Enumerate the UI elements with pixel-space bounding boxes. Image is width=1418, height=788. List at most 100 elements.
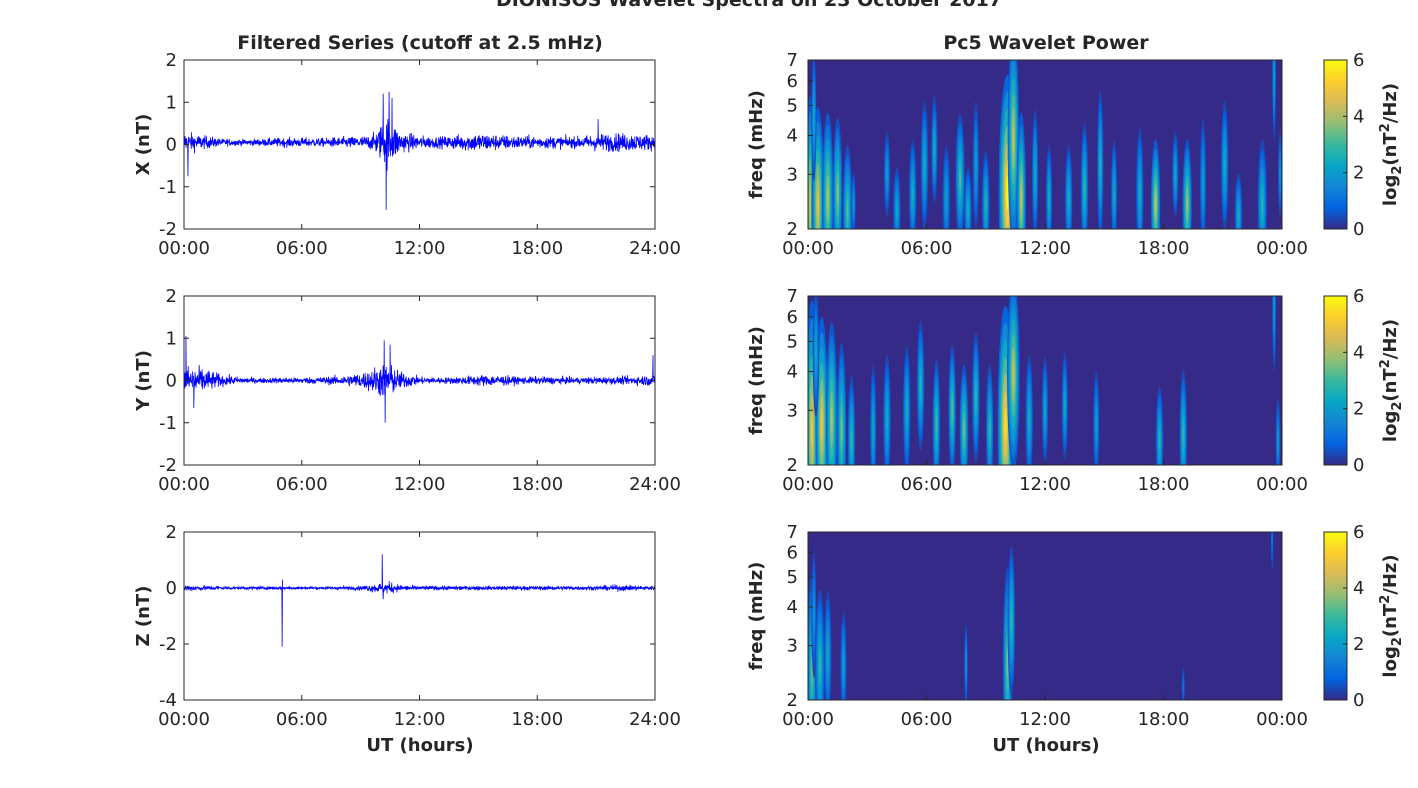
ytick-label: 2 <box>166 522 177 543</box>
xtick-label: 06:00 <box>276 474 328 495</box>
power-blob <box>1020 186 1022 212</box>
power-blob <box>886 168 888 181</box>
power-blob <box>886 410 888 429</box>
ytick-label: -4 <box>159 690 177 711</box>
power-blob <box>1006 651 1009 679</box>
ytick-label: 2 <box>787 690 798 711</box>
xtick-label: 18:00 <box>511 238 563 259</box>
power-blob <box>906 401 908 420</box>
power-blob <box>827 186 829 212</box>
power-blob <box>924 156 925 175</box>
power-blob <box>933 142 935 158</box>
ylabel: Z (nT) <box>133 586 154 647</box>
left-column-title: Filtered Series (cutoff at 2.5 mHz) <box>237 32 603 54</box>
ytick-label: 1 <box>166 328 177 349</box>
power-blob <box>1238 209 1239 223</box>
ytick-label: 6 <box>787 71 798 92</box>
power-blob <box>1064 398 1066 414</box>
ytick-label: 7 <box>787 522 798 543</box>
xtick-label: 18:00 <box>511 709 563 730</box>
right-xlabel: UT (hours) <box>992 735 1099 756</box>
ytick-label: 6 <box>787 307 798 328</box>
colorbar-tick-label: 2 <box>1353 163 1364 184</box>
xtick-label: 12:00 <box>1019 238 1071 259</box>
power-blob <box>813 107 815 126</box>
power-blob <box>1068 191 1070 207</box>
left-xlabel: UT (hours) <box>366 735 473 756</box>
xtick-label: 12:00 <box>394 238 446 259</box>
xtick-label: 00:00 <box>158 238 210 259</box>
ylabel: Y (nT) <box>133 350 154 412</box>
ytick-label: 5 <box>787 95 798 116</box>
ytick-label: 4 <box>787 597 798 618</box>
power-blob <box>920 376 922 396</box>
axes-box <box>183 531 656 701</box>
power-blob <box>1034 165 1036 184</box>
xtick-label: 00:00 <box>158 474 210 495</box>
power-blob <box>819 654 821 676</box>
power-blob <box>1182 425 1184 445</box>
spectrogram-background <box>808 532 1282 700</box>
ytick-label: 5 <box>787 567 798 588</box>
power-blob <box>836 182 839 205</box>
power-blob <box>1099 154 1101 177</box>
colorbar-tick-label: 2 <box>1353 399 1364 420</box>
ytick-label: -1 <box>159 177 177 198</box>
colorbar-tick-label: 6 <box>1353 286 1364 307</box>
ytick-label: 2 <box>787 219 798 240</box>
ytick-label: -2 <box>159 455 177 476</box>
xtick-label: 00:00 <box>782 238 834 259</box>
ytick-label: 0 <box>166 135 177 156</box>
colorbar-label: log2(nT2/Hz) <box>1378 554 1405 677</box>
ylabel: freq (mHz) <box>746 326 767 435</box>
power-blob <box>1174 168 1176 181</box>
ytick-label: 2 <box>166 50 177 71</box>
power-blob <box>1224 156 1226 175</box>
ytick-label: 4 <box>787 361 798 382</box>
power-blob <box>853 199 854 209</box>
power-blob <box>813 604 815 624</box>
ytick-label: 2 <box>787 455 798 476</box>
power-blob <box>820 409 823 440</box>
ytick-label: 3 <box>787 636 798 657</box>
power-blob <box>840 417 843 442</box>
power-blob <box>1139 184 1141 203</box>
power-blob <box>1028 410 1030 429</box>
xtick-label: 18:00 <box>1138 474 1190 495</box>
ylabel: X (nT) <box>133 114 154 176</box>
xtick-label: 12:00 <box>1019 709 1071 730</box>
power-blob <box>1012 361 1015 389</box>
ylabel: freq (mHz) <box>746 562 767 671</box>
power-blob <box>1277 434 1279 447</box>
ytick-label: 2 <box>166 286 177 307</box>
power-blob <box>985 196 987 213</box>
power-blob <box>896 203 898 217</box>
power-blob <box>1279 168 1281 181</box>
ytick-label: 3 <box>787 164 798 185</box>
power-blob <box>945 191 947 207</box>
power-blob <box>989 420 991 439</box>
ytick-label: 0 <box>166 578 177 599</box>
figure-title: DIONISOS Wavelet Spectra on 23 October 2… <box>496 0 1002 11</box>
power-blob <box>872 420 874 439</box>
xtick-label: 00:00 <box>1256 474 1308 495</box>
ylabel: freq (mHz) <box>746 90 767 199</box>
xtick-label: 12:00 <box>1019 474 1071 495</box>
right-column-title: Pc5 Wavelet Power <box>943 32 1149 54</box>
power-blob <box>1010 610 1012 632</box>
ytick-label: 4 <box>787 125 798 146</box>
ytick-label: 6 <box>787 543 798 564</box>
colorbar-tick-label: 0 <box>1353 455 1364 476</box>
ytick-label: 5 <box>787 331 798 352</box>
colorbar-tick-label: 4 <box>1353 578 1364 599</box>
xtick-label: 24:00 <box>629 709 681 730</box>
series-line-z <box>184 554 655 647</box>
colorbar <box>1323 59 1348 230</box>
power-blob <box>1048 191 1050 207</box>
power-blob <box>1113 185 1115 202</box>
power-blob <box>1202 174 1204 193</box>
power-blob <box>1044 402 1046 418</box>
power-blob <box>815 343 817 362</box>
